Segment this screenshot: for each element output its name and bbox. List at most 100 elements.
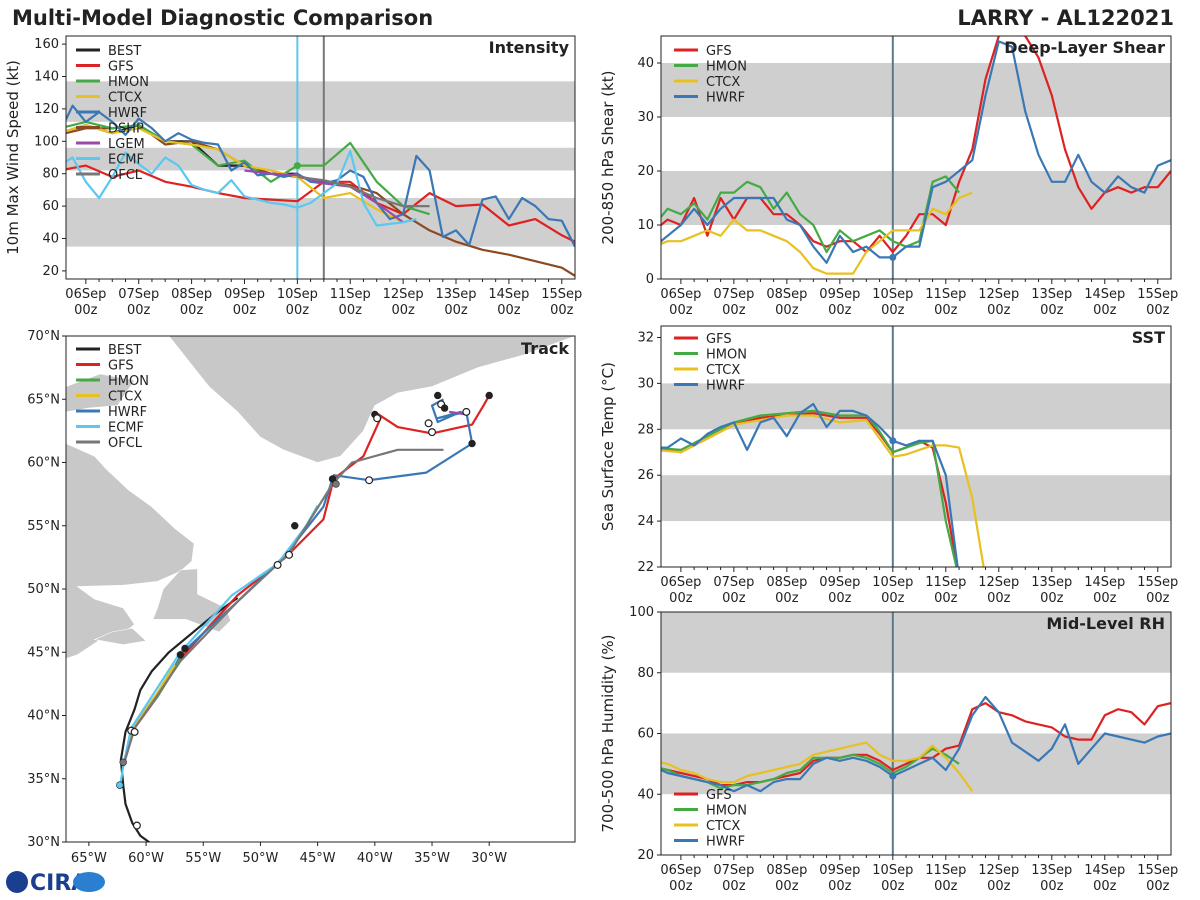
- track-ytick-label: 60°N: [27, 456, 60, 471]
- sst-legend-label: CTCX: [706, 363, 740, 378]
- intensity-legend-label: HWRF: [108, 106, 147, 121]
- intensity-series-ofcl: [297, 175, 430, 208]
- track-position-marker: [119, 758, 127, 767]
- shear-ytick-label: 10: [637, 218, 654, 233]
- rh-title: Mid-Level RH: [1046, 614, 1165, 633]
- intensity-xtick-hour: 00z: [286, 303, 310, 318]
- track-series-ofcl: [122, 448, 444, 767]
- shear-xtick-date: 13Sep: [1031, 287, 1072, 302]
- sst-panel: 22242628303206Sep00z07Sep00z08Sep00z09Se…: [599, 325, 1178, 606]
- shear-xtick-date: 15Sep: [1137, 287, 1178, 302]
- sst-ytick-label: 32: [637, 330, 654, 345]
- shear-legend-label: CTCX: [706, 75, 740, 90]
- rh-ytick-label: 80: [637, 666, 654, 681]
- shear-frame: [660, 35, 1172, 280]
- shear-plot-area: [661, 36, 1171, 279]
- sst-title: SST: [1132, 328, 1165, 347]
- shear-ytick-label: 0: [646, 272, 654, 287]
- track-position-marker: [365, 476, 374, 485]
- sst-xtick-date: 12Sep: [978, 575, 1019, 590]
- shear-ytick-label: 20: [637, 164, 654, 179]
- intensity-band: [66, 81, 575, 122]
- track-position-marker: [373, 414, 382, 423]
- shear-series-gfs: [661, 36, 1171, 254]
- shear-xtick-date: 14Sep: [1084, 287, 1125, 302]
- rh-xtick-date: 13Sep: [1031, 863, 1072, 878]
- track-position-marker: [440, 404, 449, 412]
- shear-title: Deep-Layer Shear: [1004, 38, 1165, 57]
- rh-xtick-date: 08Sep: [766, 863, 807, 878]
- rh-ytick-label: 100: [629, 605, 654, 620]
- rh-series-ctcx: [661, 741, 974, 792]
- rh-panel: 2040608010006Sep00z07Sep00z08Sep00z09Sep…: [599, 605, 1178, 894]
- shear-xtick-date: 11Sep: [925, 287, 966, 302]
- rh-ytick-label: 60: [637, 727, 654, 742]
- sst-xtick-date: 07Sep: [713, 575, 754, 590]
- intensity-xtick-hour: 00z: [127, 303, 151, 318]
- cira-logo: CIRA: [6, 871, 105, 896]
- rh-legend-label: CTCX: [706, 819, 740, 834]
- track-position-marker: [332, 480, 340, 488]
- rh-xtick-date: 15Sep: [1137, 863, 1178, 878]
- shear-series-ctcx: [661, 191, 973, 275]
- sst-xtick-date: 13Sep: [1031, 575, 1072, 590]
- shear-xtick-hour: 00z: [1040, 303, 1064, 318]
- intensity-series-hwrf: [66, 104, 575, 248]
- track-position-marker: [468, 439, 476, 448]
- track-position-marker: [328, 475, 337, 483]
- shear-xtick-date: 08Sep: [766, 287, 807, 302]
- track-legend-label: OFCL: [108, 436, 143, 451]
- sst-series-hwrf: [661, 402, 959, 567]
- rh-xtick-hour: 00z: [987, 879, 1011, 894]
- sst-xtick-hour: 00z: [775, 591, 799, 606]
- track-position-marker: [176, 651, 185, 659]
- shear-series-hwrf: [661, 40, 1171, 264]
- track-position-marker: [434, 391, 442, 400]
- sst-plot-area: [661, 326, 1171, 567]
- shear-xtick-date: 07Sep: [713, 287, 754, 302]
- track-legend-label: ECMF: [108, 421, 144, 436]
- intensity-xtick-hour: 00z: [74, 303, 98, 318]
- track-xtick-label: 55°W: [185, 851, 221, 866]
- shear-xtick-hour: 00z: [775, 303, 799, 318]
- track-xtick-label: 35°W: [414, 851, 450, 866]
- track-plot-area: [66, 336, 575, 842]
- track-xtick-label: 45°W: [300, 851, 336, 866]
- sst-xtick-hour: 00z: [881, 591, 905, 606]
- shear-xtick-hour: 00z: [828, 303, 852, 318]
- shear-xtick-date: 12Sep: [978, 287, 1019, 302]
- track-legend-label: HWRF: [108, 405, 147, 420]
- sst-xtick-date: 08Sep: [766, 575, 807, 590]
- intensity-ytick-label: 20: [42, 264, 59, 279]
- shear-xtick-date: 06Sep: [660, 287, 701, 302]
- intensity-xtick-date: 09Sep: [224, 287, 265, 302]
- rh-legend-label: GFS: [706, 788, 732, 803]
- shear-xtick-hour: 00z: [934, 303, 958, 318]
- land-nova-scotia: [93, 627, 147, 646]
- rh-init-point: [889, 772, 897, 780]
- intensity-ytick-label: 160: [34, 37, 59, 52]
- intensity-ytick-label: 120: [34, 102, 59, 117]
- rh-ytick-label: 40: [637, 787, 654, 802]
- intensity-series-ctcx: [66, 123, 404, 224]
- track-panel: 30°N 35°N 40°N 45°N 50°N 55°N 60°N 65°N 70°N 65°W…: [27, 329, 576, 866]
- shear-panel: 01020304006Sep00z07Sep00z08Sep00z09Sep00…: [599, 35, 1178, 318]
- sst-xtick-hour: 00z: [828, 591, 852, 606]
- track-title: Track: [521, 339, 569, 358]
- intensity-frame: [65, 35, 576, 280]
- intensity-band: [66, 147, 575, 171]
- intensity-xtick-date: 13Sep: [435, 287, 476, 302]
- track-ytick-label: 55°N: [27, 519, 60, 534]
- intensity-ytick-label: 140: [34, 70, 59, 85]
- intensity-xtick-hour: 00z: [444, 303, 468, 318]
- sst-ytick-label: 22: [637, 560, 654, 575]
- track-position-marker: [424, 419, 433, 428]
- figure-title: Multi-Model Diagnostic Comparison: [12, 6, 433, 30]
- track-legend-label: CTCX: [108, 390, 142, 405]
- rh-xtick-date: 09Sep: [819, 863, 860, 878]
- sst-legend-label: HWRF: [706, 379, 745, 394]
- intensity-init-point: [293, 162, 301, 170]
- rh-xtick-hour: 00z: [828, 879, 852, 894]
- intensity-legend-label: OFCL: [108, 168, 143, 183]
- intensity-series-ecmf: [66, 149, 417, 227]
